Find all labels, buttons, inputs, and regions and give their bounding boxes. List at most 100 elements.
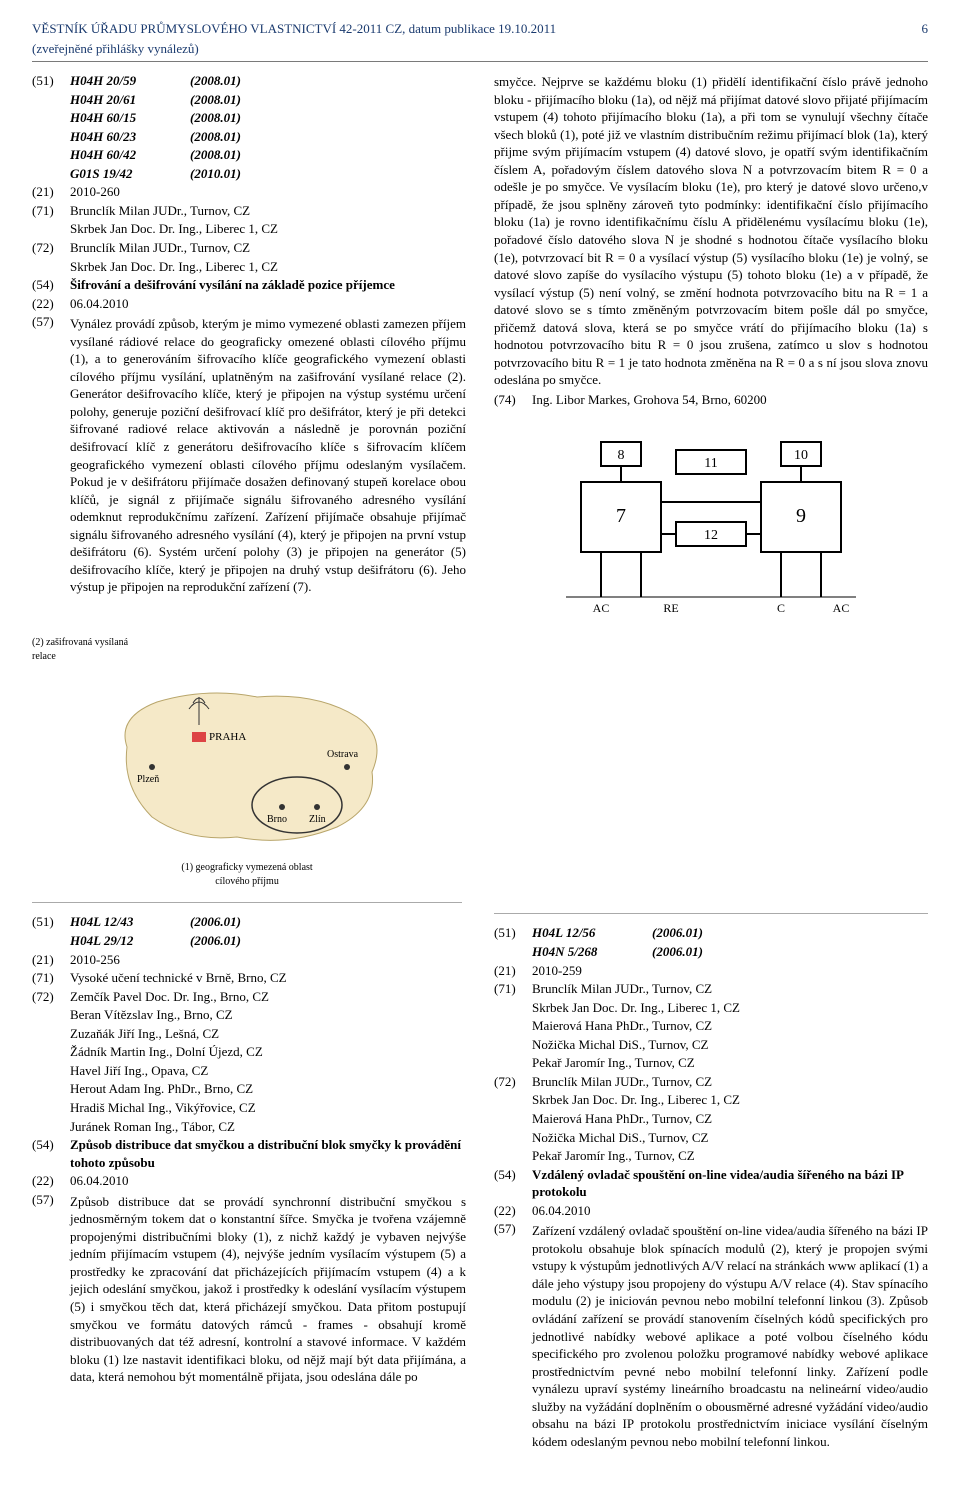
fig1-label-left: (2) zašifrovaná vysílaná relace bbox=[32, 636, 462, 663]
invention-title: Vzdálený ovladač spouštění on-line videa… bbox=[532, 1166, 928, 1201]
inid-51: (51) bbox=[494, 924, 532, 942]
right-column: smyčce. Nejprve se každému bloku (1) při… bbox=[494, 72, 928, 636]
node-12: 12 bbox=[704, 528, 718, 543]
inid-54: (54) bbox=[494, 1166, 532, 1201]
applicant: Skrbek Jan Doc. Dr. Ing., Liberec 1, CZ bbox=[532, 999, 928, 1017]
label-c: C bbox=[777, 601, 785, 615]
inventor: Žádník Martin Ing., Dolní Újezd, CZ bbox=[70, 1043, 466, 1061]
inid-22: (22) bbox=[494, 1202, 532, 1220]
city-brno: Brno bbox=[267, 814, 287, 825]
inid-21: (21) bbox=[32, 951, 70, 969]
inid-51: (51) bbox=[32, 913, 70, 931]
figure-block-diagram: 8 11 10 7 9 12 AC RE C AC bbox=[494, 422, 928, 622]
ipc-code: H04H 20/61 bbox=[70, 91, 190, 109]
inventor: Maierová Hana PhDr., Turnov, CZ bbox=[532, 1110, 928, 1128]
abstract: Způsob distribuce dat se provádí synchro… bbox=[70, 1193, 466, 1386]
ipc-ver: (2008.01) bbox=[190, 109, 241, 127]
abstract: Vynález provádí způsob, kterým je mimo v… bbox=[70, 315, 466, 596]
city-ostrava: Ostrava bbox=[327, 749, 359, 760]
header-subtitle: (zveřejněné přihlášky vynálezů) bbox=[32, 40, 928, 58]
lower-columns: (51)H04L 12/43(2006.01) H04L 29/12(2006.… bbox=[32, 913, 928, 1464]
ipc-code: H04N 5/268 bbox=[532, 943, 652, 961]
inid-22: (22) bbox=[32, 1172, 70, 1190]
node-10: 10 bbox=[794, 448, 808, 463]
ipc-code: H04H 60/23 bbox=[70, 128, 190, 146]
ipc-code: H04H 60/15 bbox=[70, 109, 190, 127]
record-separator bbox=[494, 913, 928, 914]
ipc-code: H04H 60/42 bbox=[70, 146, 190, 164]
inid-72: (72) bbox=[494, 1073, 532, 1091]
node-9: 9 bbox=[796, 505, 806, 527]
inid-72: (72) bbox=[32, 239, 70, 257]
page-number: 6 bbox=[922, 20, 929, 38]
inventor: Skrbek Jan Doc. Dr. Ing., Liberec 1, CZ bbox=[70, 258, 466, 276]
filing-date: 06.04.2010 bbox=[70, 295, 466, 313]
inid-57: (57) bbox=[32, 1191, 70, 1386]
ipc-code: H04L 12/43 bbox=[70, 913, 190, 931]
city-plzen: Plzeň bbox=[137, 774, 159, 785]
inid-71: (71) bbox=[32, 202, 70, 220]
left-column: (51)H04H 20/59(2008.01) H04H 20/61(2008.… bbox=[32, 72, 466, 636]
node-7: 7 bbox=[616, 505, 626, 527]
right-column-2: (51)H04L 12/56(2006.01) H04N 5/268(2006.… bbox=[494, 913, 928, 1464]
applicant: Maierová Hana PhDr., Turnov, CZ bbox=[532, 1017, 928, 1035]
applicant: Skrbek Jan Doc. Dr. Ing., Liberec 1, CZ bbox=[70, 220, 466, 238]
inid-54: (54) bbox=[32, 1136, 70, 1171]
inid-54: (54) bbox=[32, 276, 70, 294]
ipc-ver: (2006.01) bbox=[652, 943, 703, 961]
inventor: Zuzaňák Jiří Ing., Lešná, CZ bbox=[70, 1025, 466, 1043]
node-11: 11 bbox=[704, 456, 717, 471]
inventor: Zemčík Pavel Doc. Dr. Ing., Brno, CZ bbox=[70, 988, 466, 1006]
applicant: Nožička Michal DiS., Turnov, CZ bbox=[532, 1036, 928, 1054]
inventor: Havel Jiří Ing., Opava, CZ bbox=[70, 1062, 466, 1080]
inid-71: (71) bbox=[494, 980, 532, 998]
applicant: Vysoké učení technické v Brně, Brno, CZ bbox=[70, 969, 466, 987]
header-separator bbox=[32, 61, 928, 62]
label-re: RE bbox=[663, 601, 678, 615]
inid-57: (57) bbox=[494, 1220, 532, 1450]
abstract: Zařízení vzdálený ovladač spouštění on-l… bbox=[532, 1222, 928, 1450]
ipc-ver: (2006.01) bbox=[190, 932, 241, 950]
ipc-ver: (2006.01) bbox=[190, 913, 241, 931]
abstract-continuation: smyčce. Nejprve se každému bloku (1) při… bbox=[494, 73, 928, 389]
inventor: Nožička Michal DiS., Turnov, CZ bbox=[532, 1129, 928, 1147]
inventor: Beran Vítězslav Ing., Brno, CZ bbox=[70, 1006, 466, 1024]
fig1-caption: (1) geograficky vymezená oblast cílového… bbox=[32, 861, 462, 888]
ipc-code: H04H 20/59 bbox=[70, 72, 190, 90]
inid-74: (74) bbox=[494, 391, 532, 409]
inid-57: (57) bbox=[32, 313, 70, 596]
ipc-code: G01S 19/42 bbox=[70, 165, 190, 183]
ipc-ver: (2008.01) bbox=[190, 91, 241, 109]
label-ac2: AC bbox=[833, 601, 850, 615]
applicant: Pekař Jaromír Ing., Turnov, CZ bbox=[532, 1054, 928, 1072]
ipc-ver: (2008.01) bbox=[190, 72, 241, 90]
ipc-ver: (2008.01) bbox=[190, 128, 241, 146]
filing-date: 06.04.2010 bbox=[70, 1172, 466, 1190]
inid-21: (21) bbox=[494, 962, 532, 980]
app-number: 2010-260 bbox=[70, 183, 466, 201]
upper-columns: (51)H04H 20/59(2008.01) H04H 20/61(2008.… bbox=[32, 72, 928, 636]
inid-51: (51) bbox=[32, 72, 70, 90]
city-zlin: Zlín bbox=[309, 814, 326, 825]
inid-21: (21) bbox=[32, 183, 70, 201]
record-separator bbox=[32, 902, 462, 903]
figure-map-wrapper: (2) zašifrovaná vysílaná relace PRAHA Pl… bbox=[32, 636, 462, 903]
page-header: VĚSTNÍK ÚŘADU PRŮMYSLOVÉHO VLASTNICTVÍ 4… bbox=[32, 20, 928, 57]
app-number: 2010-256 bbox=[70, 951, 466, 969]
record-3: (51)H04L 12/56(2006.01) H04N 5/268(2006.… bbox=[494, 924, 928, 1450]
filing-date: 06.04.2010 bbox=[532, 1202, 928, 1220]
record-1: (51)H04H 20/59(2008.01) H04H 20/61(2008.… bbox=[32, 72, 466, 596]
applicant: Brunclík Milan JUDr., Turnov, CZ bbox=[532, 980, 928, 998]
applicant: Brunclík Milan JUDr., Turnov, CZ bbox=[70, 202, 466, 220]
ipc-ver: (2008.01) bbox=[190, 146, 241, 164]
inid-22: (22) bbox=[32, 295, 70, 313]
ipc-ver: (2010.01) bbox=[190, 165, 241, 183]
inventor: Hradiš Michal Ing., Vikýřovice, CZ bbox=[70, 1099, 466, 1117]
node-8: 8 bbox=[618, 448, 625, 463]
ipc-code: H04L 29/12 bbox=[70, 932, 190, 950]
ipc-code: H04L 12/56 bbox=[532, 924, 652, 942]
record-2: (51)H04L 12/43(2006.01) H04L 29/12(2006.… bbox=[32, 913, 466, 1385]
ipc-ver: (2006.01) bbox=[652, 924, 703, 942]
invention-title: Šifrování a dešifrování vysílání na zákl… bbox=[70, 276, 466, 294]
figure-map: PRAHA Plzeň Brno Ostrava Zlín (1) geogra… bbox=[32, 677, 462, 888]
